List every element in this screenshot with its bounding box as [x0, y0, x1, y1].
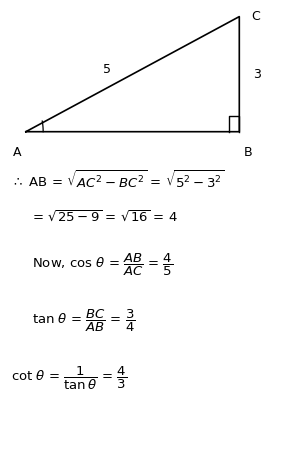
Text: A: A	[13, 145, 21, 158]
Text: 3: 3	[253, 68, 260, 81]
Text: C: C	[251, 10, 260, 23]
Text: tan $\theta$ = $\dfrac{BC}{AB}$ = $\dfrac{3}{4}$: tan $\theta$ = $\dfrac{BC}{AB}$ = $\dfra…	[32, 308, 135, 334]
Text: 5: 5	[103, 63, 111, 76]
Text: $\therefore$ AB = $\sqrt{AC^2 - BC^2}$ = $\sqrt{5^2 - 3^2}$: $\therefore$ AB = $\sqrt{AC^2 - BC^2}$ =…	[11, 170, 225, 191]
Text: Now, cos $\theta$ = $\dfrac{AB}{AC}$ = $\dfrac{4}{5}$: Now, cos $\theta$ = $\dfrac{AB}{AC}$ = $…	[32, 252, 173, 278]
Text: = $\sqrt{25-9}$ = $\sqrt{16}$ = 4: = $\sqrt{25-9}$ = $\sqrt{16}$ = 4	[32, 209, 178, 225]
Text: B: B	[244, 145, 252, 158]
Text: cot $\theta$ = $\dfrac{1}{\tan\theta}$ = $\dfrac{4}{3}$: cot $\theta$ = $\dfrac{1}{\tan\theta}$ =…	[11, 364, 127, 391]
